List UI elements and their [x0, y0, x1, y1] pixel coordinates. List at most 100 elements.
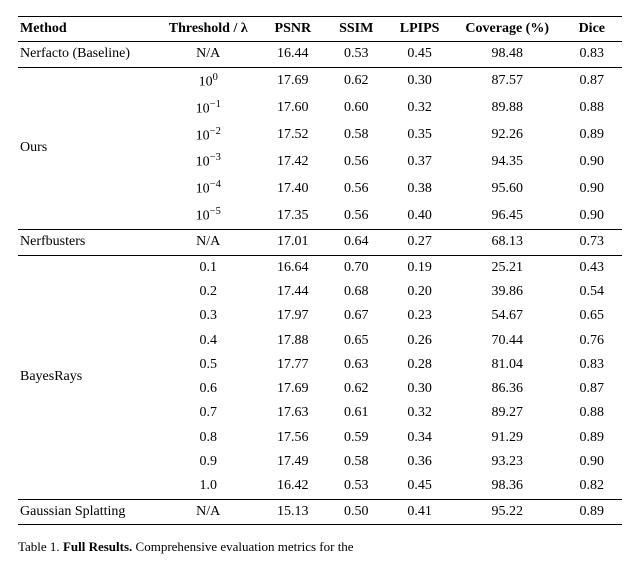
table-row: BayesRays0.116.640.700.1925.210.43 — [18, 255, 622, 280]
threshold-cell: 0.7 — [157, 401, 260, 425]
lpips-cell: 0.35 — [386, 122, 452, 149]
lpips-cell: 0.30 — [386, 67, 452, 94]
table-row: Nerfacto (Baseline)N/A16.440.530.4598.48… — [18, 42, 622, 67]
psnr-cell: 17.69 — [260, 67, 326, 94]
dice-cell: 0.87 — [562, 377, 622, 401]
lpips-cell: 0.27 — [386, 230, 452, 255]
dice-cell: 0.90 — [562, 450, 622, 474]
ssim-cell: 0.61 — [326, 401, 386, 425]
ssim-cell: 0.56 — [326, 148, 386, 175]
psnr-cell: 17.44 — [260, 280, 326, 304]
lpips-cell: 0.41 — [386, 499, 452, 524]
threshold-cell: 10−2 — [157, 122, 260, 149]
dice-cell: 0.83 — [562, 42, 622, 67]
coverage-cell: 54.67 — [453, 304, 562, 328]
col-psnr: PSNR — [260, 17, 326, 42]
method-cell: Gaussian Splatting — [18, 499, 157, 524]
ssim-cell: 0.65 — [326, 329, 386, 353]
dice-cell: 0.90 — [562, 202, 622, 229]
psnr-cell: 17.56 — [260, 426, 326, 450]
threshold-cell: 0.2 — [157, 280, 260, 304]
ssim-cell: 0.58 — [326, 450, 386, 474]
dice-cell: 0.87 — [562, 67, 622, 94]
coverage-cell: 68.13 — [453, 230, 562, 255]
lpips-cell: 0.40 — [386, 202, 452, 229]
table-caption: Table 1. Full Results. Comprehensive eva… — [18, 539, 622, 555]
lpips-cell: 0.20 — [386, 280, 452, 304]
coverage-cell: 94.35 — [453, 148, 562, 175]
lpips-cell: 0.19 — [386, 255, 452, 280]
dice-cell: 0.43 — [562, 255, 622, 280]
ssim-cell: 0.60 — [326, 95, 386, 122]
psnr-cell: 17.88 — [260, 329, 326, 353]
coverage-cell: 92.26 — [453, 122, 562, 149]
dice-cell: 0.88 — [562, 95, 622, 122]
threshold-cell: N/A — [157, 42, 260, 67]
col-coverage: Coverage (%) — [453, 17, 562, 42]
coverage-cell: 87.57 — [453, 67, 562, 94]
coverage-cell: 98.48 — [453, 42, 562, 67]
dice-cell: 0.73 — [562, 230, 622, 255]
method-cell: Ours — [18, 67, 157, 230]
coverage-cell: 91.29 — [453, 426, 562, 450]
ssim-cell: 0.58 — [326, 122, 386, 149]
dice-cell: 0.82 — [562, 474, 622, 499]
coverage-cell: 81.04 — [453, 353, 562, 377]
threshold-cell: 0.6 — [157, 377, 260, 401]
psnr-cell: 17.69 — [260, 377, 326, 401]
lpips-cell: 0.32 — [386, 401, 452, 425]
threshold-cell: 0.8 — [157, 426, 260, 450]
dice-cell: 0.89 — [562, 426, 622, 450]
dice-cell: 0.65 — [562, 304, 622, 328]
threshold-cell: N/A — [157, 499, 260, 524]
psnr-cell: 15.13 — [260, 499, 326, 524]
psnr-cell: 17.42 — [260, 148, 326, 175]
threshold-cell: 0.3 — [157, 304, 260, 328]
coverage-cell: 93.23 — [453, 450, 562, 474]
psnr-cell: 17.35 — [260, 202, 326, 229]
threshold-cell: 100 — [157, 67, 260, 94]
ssim-cell: 0.62 — [326, 67, 386, 94]
coverage-cell: 89.27 — [453, 401, 562, 425]
col-method: Method — [18, 17, 157, 42]
coverage-cell: 39.86 — [453, 280, 562, 304]
coverage-cell: 25.21 — [453, 255, 562, 280]
dice-cell: 0.90 — [562, 148, 622, 175]
threshold-cell: 0.9 — [157, 450, 260, 474]
lpips-cell: 0.30 — [386, 377, 452, 401]
lpips-cell: 0.28 — [386, 353, 452, 377]
ssim-cell: 0.56 — [326, 202, 386, 229]
threshold-cell: 10−3 — [157, 148, 260, 175]
col-ssim: SSIM — [326, 17, 386, 42]
lpips-cell: 0.37 — [386, 148, 452, 175]
method-cell: Nerfacto (Baseline) — [18, 42, 157, 67]
psnr-cell: 17.49 — [260, 450, 326, 474]
ssim-cell: 0.67 — [326, 304, 386, 328]
dice-cell: 0.83 — [562, 353, 622, 377]
dice-cell: 0.88 — [562, 401, 622, 425]
psnr-cell: 17.97 — [260, 304, 326, 328]
dice-cell: 0.89 — [562, 499, 622, 524]
coverage-cell: 86.36 — [453, 377, 562, 401]
col-lpips: LPIPS — [386, 17, 452, 42]
threshold-cell: 0.1 — [157, 255, 260, 280]
lpips-cell: 0.32 — [386, 95, 452, 122]
table-row: Gaussian SplattingN/A15.130.500.4195.220… — [18, 499, 622, 524]
psnr-cell: 16.44 — [260, 42, 326, 67]
threshold-cell: 10−4 — [157, 175, 260, 202]
table-body: Nerfacto (Baseline)N/A16.440.530.4598.48… — [18, 42, 622, 525]
method-cell: BayesRays — [18, 255, 157, 499]
threshold-cell: N/A — [157, 230, 260, 255]
lpips-cell: 0.45 — [386, 474, 452, 499]
lpips-cell: 0.36 — [386, 450, 452, 474]
psnr-cell: 17.01 — [260, 230, 326, 255]
dice-cell: 0.89 — [562, 122, 622, 149]
threshold-cell: 1.0 — [157, 474, 260, 499]
threshold-cell: 0.4 — [157, 329, 260, 353]
ssim-cell: 0.64 — [326, 230, 386, 255]
threshold-cell: 10−1 — [157, 95, 260, 122]
dice-cell: 0.90 — [562, 175, 622, 202]
ssim-cell: 0.68 — [326, 280, 386, 304]
psnr-cell: 17.60 — [260, 95, 326, 122]
dice-cell: 0.54 — [562, 280, 622, 304]
